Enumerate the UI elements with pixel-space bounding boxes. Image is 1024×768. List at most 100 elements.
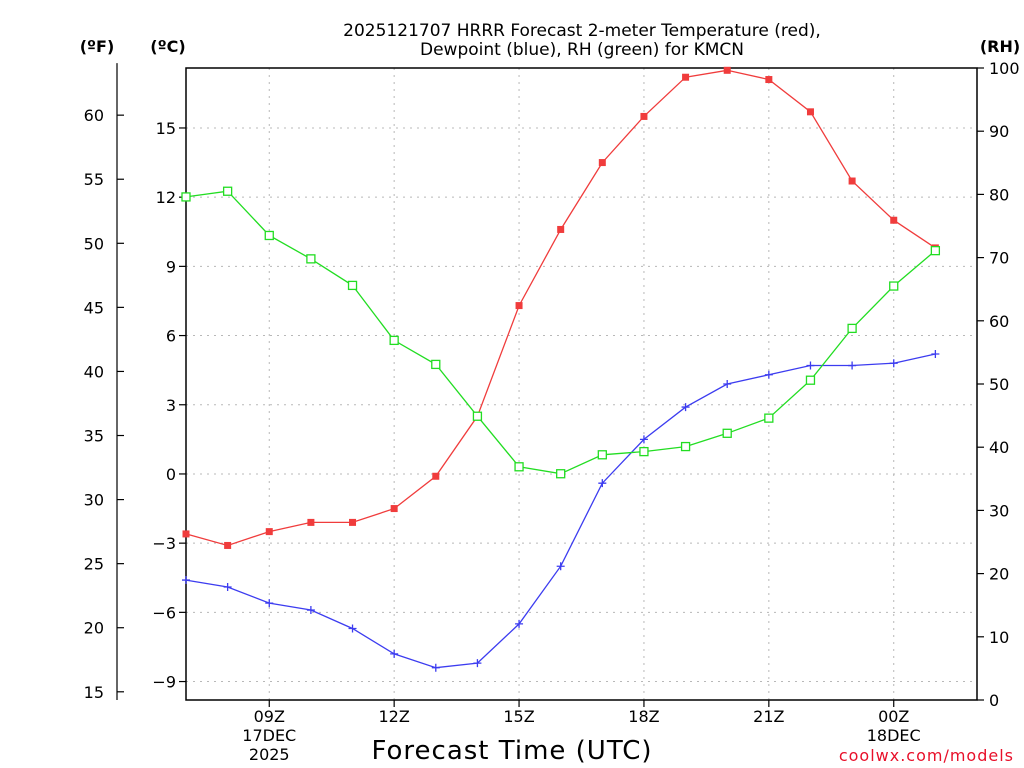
fahrenheit-tick-label: 45 [84, 298, 104, 317]
temperature-point [806, 108, 814, 116]
celsius-tick-label: 12 [156, 188, 176, 207]
rh-tick-label: 0 [989, 691, 999, 710]
fahrenheit-tick-label: 25 [84, 555, 104, 574]
fahrenheit-tick-label: 50 [84, 234, 104, 253]
dewpoint-point [473, 659, 482, 668]
temperature-point [848, 177, 856, 185]
rh-point [514, 462, 524, 472]
temperature-point [682, 73, 690, 81]
rh-point [847, 323, 857, 334]
rh-point [680, 441, 691, 452]
temperature-point [265, 528, 273, 536]
rh-point [722, 428, 732, 438]
rh-tick-label: 10 [989, 628, 1009, 647]
rh-point [597, 450, 607, 460]
dewpoint-line [185, 353, 936, 669]
dewpoint-point [723, 380, 732, 388]
fahrenheit-tick-label: 55 [84, 170, 104, 189]
temperature-point [182, 530, 190, 538]
temperature-point [765, 76, 773, 84]
rh-point [805, 375, 816, 385]
dewpoint-point [306, 606, 315, 615]
temperature-point [723, 66, 731, 74]
rh-tick-label: 50 [989, 375, 1009, 394]
x-tick-label: 21Z [753, 707, 784, 726]
rh-tick-label: 80 [989, 185, 1009, 204]
rh-point [431, 359, 441, 370]
dewpoint-point [681, 403, 690, 412]
x-tick-label: 18Z [628, 707, 659, 726]
fahrenheit-tick-label: 35 [84, 427, 104, 446]
rh-tick-label: 40 [989, 438, 1009, 457]
rh-tick-label: 70 [989, 249, 1009, 268]
fahrenheit-tick-label: 60 [84, 106, 104, 125]
rh-point [347, 280, 358, 291]
rh-tick-label: 90 [989, 122, 1009, 141]
celsius-tick-label: −9 [152, 673, 176, 692]
dewpoint-point [390, 649, 399, 658]
rh-point [472, 411, 483, 421]
rh-point [389, 335, 399, 346]
dewpoint-point [223, 582, 232, 591]
axes-layer: −9−6−30369121515202530354045505560010203… [84, 59, 1020, 764]
dewpoint-point [556, 562, 565, 571]
temperature-point [557, 225, 565, 233]
temperature-point [224, 541, 232, 549]
rh-point [639, 446, 649, 457]
temperature-point [640, 112, 648, 120]
temperature-point [890, 216, 898, 224]
grid-layer [186, 68, 977, 700]
dewpoint-point [348, 624, 357, 633]
chart-title-line2: Dewpoint (blue), RH (green) for KMCN [420, 40, 744, 60]
fahrenheit-unit-label: (ºF) [80, 37, 115, 56]
fahrenheit-tick-label: 30 [84, 491, 104, 510]
x-tick-year-label: 2025 [249, 745, 290, 764]
plot-frame [185, 67, 978, 701]
rh-tick-label: 20 [989, 565, 1009, 584]
temperature-point [390, 505, 398, 513]
rh-point [264, 230, 274, 241]
celsius-unit-label: (ºC) [150, 37, 185, 56]
rh-tick-label: 30 [989, 501, 1009, 520]
series-layer [181, 66, 941, 672]
fahrenheit-tick-label: 20 [84, 619, 104, 638]
dewpoint-point [764, 370, 773, 379]
x-tick-label: 09Z [254, 707, 285, 726]
dewpoint-point [182, 576, 190, 585]
dewpoint-point [431, 663, 440, 672]
celsius-tick-label: 0 [166, 465, 176, 484]
x-tick-label: 00Z [878, 707, 909, 726]
x-tick-label: 12Z [378, 707, 409, 726]
rh-unit-label: (RH) [980, 37, 1020, 56]
x-tick-label: 15Z [503, 707, 534, 726]
dewpoint-point [515, 619, 524, 628]
temperature-point [515, 302, 523, 310]
chart-title-line1: 2025121707 HRRR Forecast 2-meter Tempera… [343, 21, 821, 41]
x-tick-date-label: 17DEC [242, 726, 296, 745]
temperature-point [307, 518, 315, 526]
dewpoint-point [639, 435, 648, 444]
temperature-point [349, 518, 357, 526]
rh-line [185, 190, 936, 475]
rh-point [764, 413, 774, 423]
celsius-tick-label: −6 [152, 603, 176, 622]
dewpoint-point [931, 350, 940, 359]
dewpoint-point [889, 359, 898, 368]
x-axis-label: Forecast Time (UTC) [371, 736, 652, 766]
rh-point [556, 469, 566, 479]
rh-point [222, 186, 233, 196]
celsius-tick-label: 3 [166, 396, 176, 415]
celsius-tick-label: 6 [166, 327, 176, 346]
dewpoint-point [848, 361, 857, 370]
rh-tick-label: 60 [989, 312, 1009, 331]
temperature-point [432, 472, 440, 480]
celsius-tick-label: 9 [166, 257, 176, 276]
credit-text: coolwx.com/models [839, 746, 1014, 765]
x-tick-date-label: 18DEC [867, 726, 921, 745]
dewpoint-point [598, 479, 607, 488]
dewpoint-point [265, 599, 274, 608]
rh-point [930, 245, 941, 256]
dewpoint-point [806, 361, 815, 370]
fahrenheit-tick-label: 40 [84, 362, 104, 381]
